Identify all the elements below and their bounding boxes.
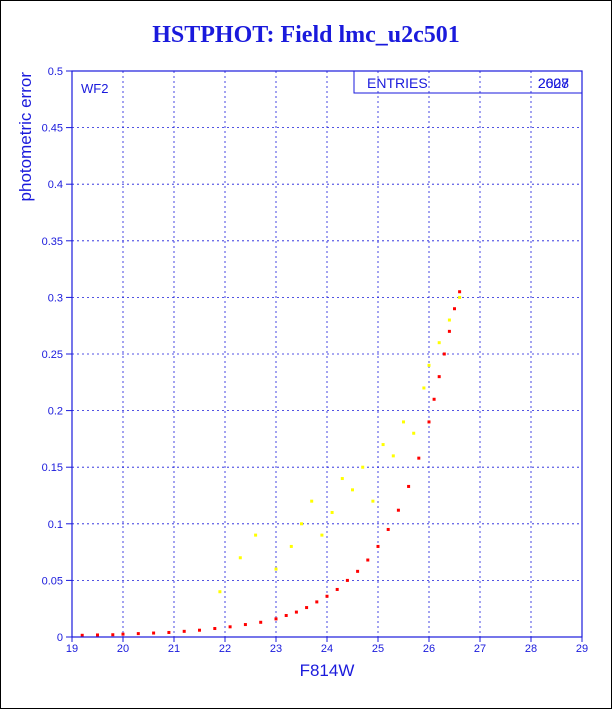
y-tick-label: 0 (57, 632, 63, 644)
data-point (335, 587, 339, 591)
panel-label: WF2 (81, 81, 108, 96)
data-point (294, 610, 298, 614)
data-point (427, 363, 431, 367)
data-point (417, 456, 421, 460)
data-point (437, 375, 441, 379)
data-point (310, 499, 314, 503)
y-axis-label: photometric error (16, 72, 35, 202)
data-point (381, 443, 385, 447)
x-axis-label: F814W (300, 661, 355, 680)
x-tick-label: 27 (474, 643, 486, 655)
data-point (182, 629, 186, 633)
data-point (284, 613, 288, 617)
data-point (447, 318, 451, 322)
y-tick-label: 0.35 (42, 236, 63, 248)
data-point (453, 307, 456, 311)
data-point (427, 420, 431, 424)
entries-value: 2007 (538, 75, 569, 91)
data-point (396, 508, 400, 512)
yellow-series (218, 295, 462, 594)
data-point (96, 633, 99, 637)
data-point (402, 420, 405, 424)
data-point (259, 620, 263, 624)
data-point (407, 484, 411, 488)
data-point (305, 606, 309, 610)
entries-label: ENTRIES (367, 75, 428, 91)
chart-title: HSTPHOT: Field lmc_u2c501 (152, 22, 460, 48)
data-point (243, 623, 247, 627)
x-tick-label: 24 (321, 643, 333, 655)
x-tick-label: 20 (117, 643, 129, 655)
grid-lines (72, 71, 582, 637)
data-point (121, 632, 125, 636)
y-tick-label: 0.5 (48, 66, 63, 78)
data-point (238, 556, 242, 560)
data-point (289, 544, 293, 548)
data-point (345, 578, 349, 582)
y-tick-label: 0.1 (48, 519, 63, 531)
data-point (274, 567, 278, 571)
data-point (80, 633, 84, 637)
data-point (412, 431, 416, 435)
stats-box (353, 70, 583, 94)
x-tick-label: 26 (423, 643, 435, 655)
data-point (136, 632, 140, 636)
data-point (442, 352, 446, 356)
y-tick-label: 0.45 (42, 123, 63, 135)
x-tick-label: 25 (372, 643, 384, 655)
y-tick-label: 0.2 (48, 406, 63, 418)
data-point (351, 488, 354, 492)
data-point (213, 627, 217, 631)
data-point (254, 533, 258, 537)
data-point (386, 527, 390, 531)
data-point (356, 569, 360, 573)
x-axis-ticks: 19 20 21 22 23 24 25 26 27 28 29 (66, 637, 588, 655)
data-point (437, 341, 441, 345)
data-point (361, 465, 365, 469)
x-tick-label: 21 (168, 643, 180, 655)
data-point (330, 510, 334, 514)
data-point (371, 499, 375, 503)
y-axis-ticks: 0 0.05 0.1 0.15 0.2 0.25 0.3 0.35 0.4 0.45 0.5 (42, 66, 72, 644)
data-point (376, 544, 380, 548)
y-tick-label: 0.15 (42, 462, 63, 474)
entries-value-overprint: 2628 (538, 75, 569, 91)
data-point (167, 630, 171, 634)
data-point (152, 631, 156, 635)
data-point (274, 617, 278, 621)
data-point (320, 533, 324, 537)
x-tick-label: 28 (525, 643, 537, 655)
data-point (111, 633, 115, 637)
data-point (300, 522, 303, 526)
x-tick-label: 23 (270, 643, 282, 655)
x-tick-label: 22 (219, 643, 231, 655)
x-tick-label: 29 (576, 643, 588, 655)
data-point (422, 386, 426, 390)
data-point (432, 397, 436, 401)
data-point (366, 558, 370, 562)
data-point (218, 590, 222, 594)
data-point (447, 329, 451, 333)
x-tick-label: 19 (66, 643, 78, 655)
data-point (340, 477, 344, 481)
data-point (458, 290, 462, 294)
y-tick-label: 0.3 (48, 292, 63, 304)
data-point (458, 295, 462, 299)
data-point (198, 628, 201, 632)
y-tick-label: 0.4 (48, 179, 63, 191)
y-tick-label: 0.05 (42, 575, 63, 587)
red-series (80, 290, 462, 637)
data-point (228, 625, 232, 629)
y-tick-label: 0.25 (42, 349, 63, 361)
data-point (391, 454, 395, 458)
data-point (325, 594, 329, 598)
data-point (315, 600, 319, 604)
